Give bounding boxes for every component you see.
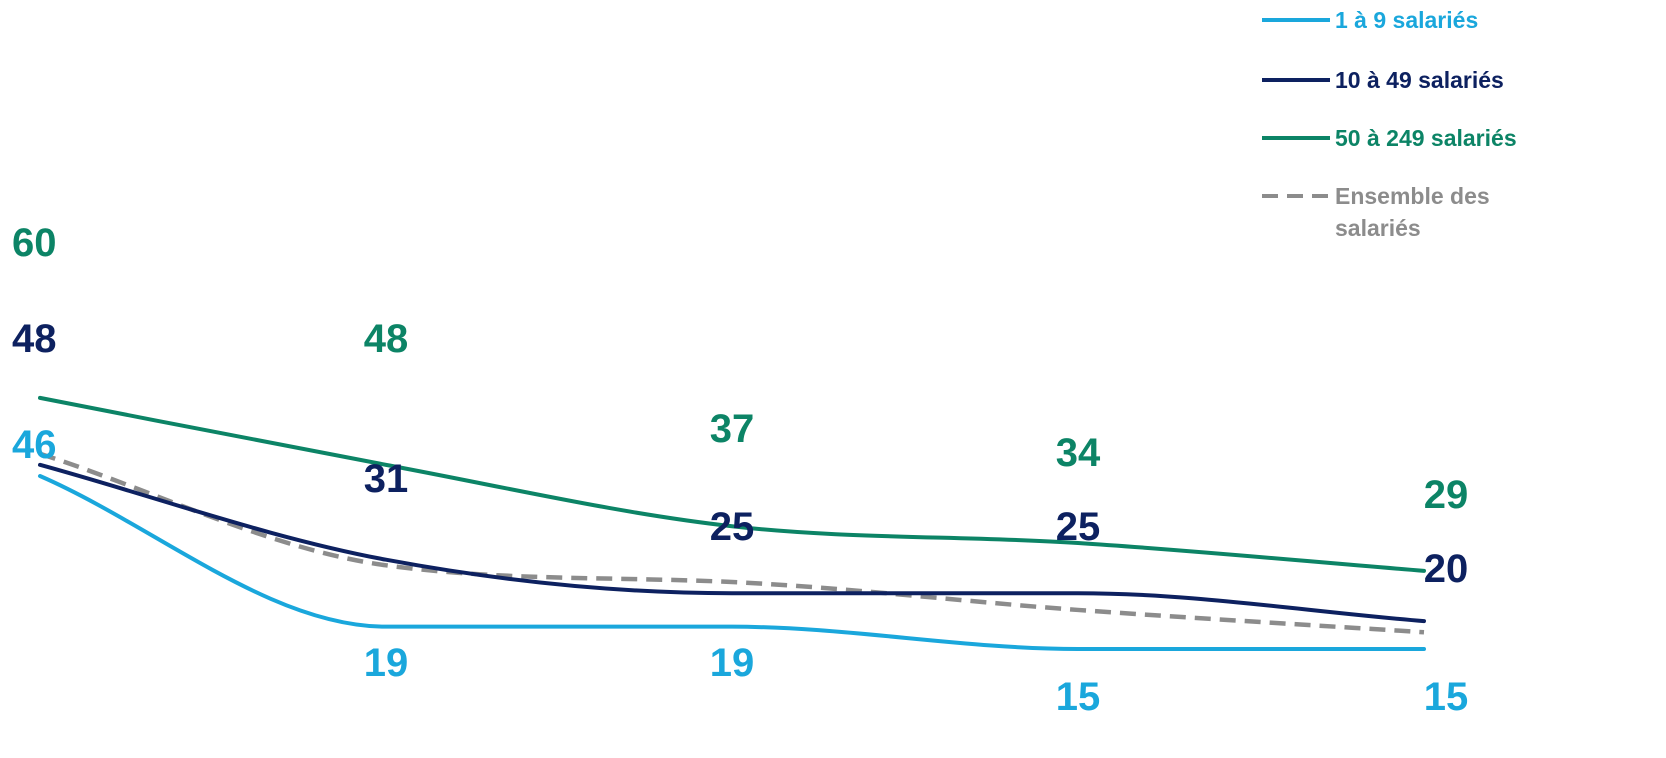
data-labels: 60 48 37 34 29 48 31 25 25 20 46 19 19 15 15 (12, 221, 1468, 719)
series-lines (38, 395, 1426, 652)
data-label-10-a-49-salaries-2: 25 (710, 505, 755, 549)
data-label-10-a-49-salaries-4: 20 (1424, 547, 1469, 591)
data-label-10-a-49-salaries-3: 25 (1056, 505, 1101, 549)
legend-item-ensemble-des-salaries: Ensemble des salariés (1262, 183, 1490, 241)
data-label-1-a-9-salaries-0: 46 (12, 423, 57, 467)
data-label-1-a-9-salaries-3: 15 (1056, 675, 1101, 719)
data-label-50-a-249-salaries-3: 34 (1056, 431, 1101, 475)
legend-item-1-a-9-salaries: 1 à 9 salariés (1262, 7, 1478, 33)
series-line-1-a-9-salaries (38, 474, 1426, 652)
data-label-1-a-9-salaries-2: 19 (710, 641, 755, 685)
data-label-50-a-249-salaries-0: 60 (12, 221, 57, 265)
data-label-50-a-249-salaries-2: 37 (710, 407, 755, 451)
legend-label: 50 à 249 salariés (1335, 125, 1517, 151)
series-line-ensemble-des-salaries (39, 451, 1425, 635)
legend-label: 1 à 9 salariés (1335, 7, 1478, 33)
data-label-10-a-49-salaries-0: 48 (12, 317, 57, 361)
series-line-50-a-249-salaries (38, 395, 1426, 573)
legend-item-50-a-249-salaries: 50 à 249 salariés (1262, 125, 1517, 151)
data-label-50-a-249-salaries-4: 29 (1424, 473, 1469, 517)
data-label-50-a-249-salaries-1: 48 (364, 317, 409, 361)
data-label-1-a-9-salaries-1: 19 (364, 641, 409, 685)
legend-label: Ensemble des salariés (1335, 183, 1490, 241)
data-label-10-a-49-salaries-1: 31 (364, 457, 409, 501)
data-label-1-a-9-salaries-4: 15 (1424, 675, 1469, 719)
series-line-10-a-49-salaries (38, 462, 1426, 624)
legend-item-10-a-49-salaries: 10 à 49 salariés (1262, 67, 1504, 93)
legend: 1 à 9 salariés 10 à 49 salariés 50 à 249 s… (1262, 7, 1517, 241)
legend-label: 10 à 49 salariés (1335, 67, 1504, 93)
